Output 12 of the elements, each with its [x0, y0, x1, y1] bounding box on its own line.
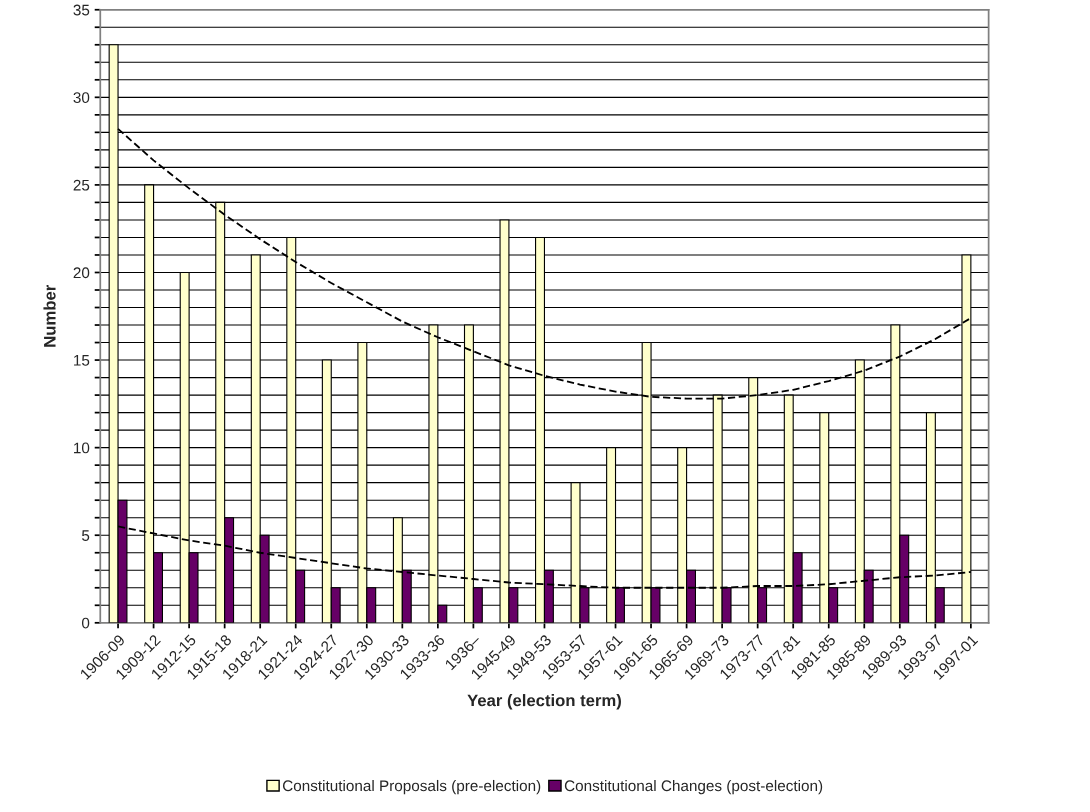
legend-label: Constitutional Proposals (pre-election)	[282, 779, 541, 795]
y-tick-label: 10	[74, 442, 90, 454]
y-tick-label: 0	[81, 617, 90, 629]
y-tick-label: 15	[74, 355, 90, 366]
y-tick-label: 35	[73, 4, 90, 16]
legend-label: Constitutional Changes (post-election)	[564, 779, 823, 795]
y-tick-label: 30	[73, 92, 90, 104]
y-tick-label: 5	[81, 530, 90, 541]
y-axis-title: Number	[43, 285, 56, 347]
x-axis-title: Year (election term)	[467, 694, 621, 710]
y-tick-label: 25	[73, 179, 90, 191]
y-tick-label: 20	[73, 267, 90, 279]
